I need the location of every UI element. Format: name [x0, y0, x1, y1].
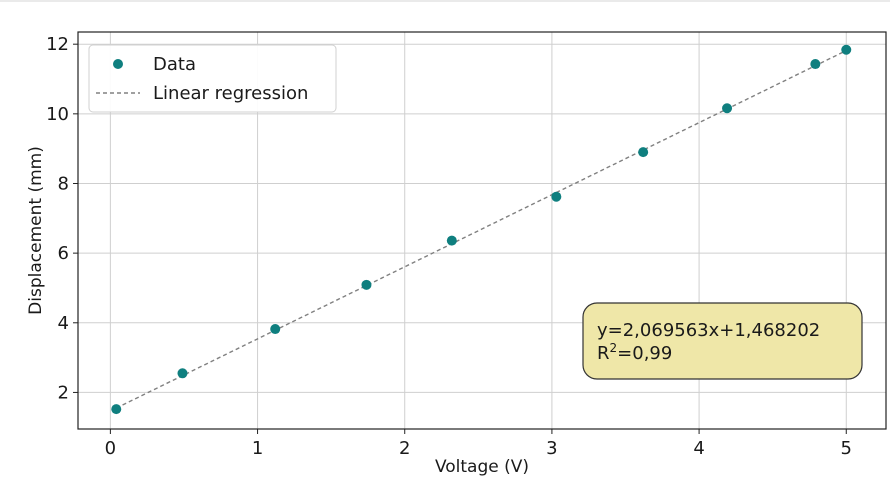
data-point: [722, 103, 733, 114]
data-point: [270, 324, 281, 335]
legend-marker-data: [113, 59, 123, 69]
r-squared-prefix: R: [597, 343, 610, 364]
y-axis-label: Displacement (mm): [26, 146, 46, 315]
y-tick-label: 4: [58, 313, 69, 334]
regression-equation: y=2,069563x+1,468202: [597, 320, 820, 341]
legend: Data Linear regression: [88, 44, 337, 113]
y-tick-label: 10: [46, 104, 69, 125]
y-axis-ticks: 2 4 6 8 10 12: [46, 34, 78, 403]
y-tick-label: 8: [58, 173, 69, 194]
data-points: [111, 44, 852, 415]
x-tick-label: 1: [252, 438, 263, 459]
x-tick-label: 0: [105, 438, 116, 459]
data-point: [810, 59, 821, 70]
annotation-box: [582, 302, 863, 380]
data-point: [361, 279, 372, 290]
regression-equation-box: y=2,069563x+1,468202 R2=0,99: [582, 302, 863, 380]
r-squared-value: R2=0,99: [597, 341, 672, 364]
legend-label-data: Data: [153, 54, 196, 75]
data-point: [446, 235, 457, 246]
regression-layer: [115, 49, 847, 409]
r-squared-superscript: 2: [610, 341, 618, 355]
y-tick-label: 12: [46, 34, 69, 55]
regression-line: [115, 49, 847, 409]
x-axis-label: Voltage (V): [435, 457, 529, 477]
legend-box: [88, 44, 337, 113]
data-point: [841, 44, 852, 55]
y-tick-label: 6: [58, 243, 69, 264]
y-tick-label: 2: [58, 382, 69, 403]
legend-label-regression: Linear regression: [153, 83, 308, 104]
data-point: [177, 368, 188, 379]
data-point: [551, 191, 562, 202]
r-squared-suffix: =0,99: [617, 343, 672, 364]
x-axis-ticks: 0 1 2 3 4 5: [105, 429, 852, 459]
plot-area-frame: [77, 31, 887, 430]
data-point: [638, 147, 649, 158]
x-tick-label: 3: [546, 438, 557, 459]
x-tick-label: 4: [693, 438, 704, 459]
data-point: [111, 404, 122, 415]
x-tick-label: 5: [841, 438, 852, 459]
x-tick-label: 2: [399, 438, 410, 459]
